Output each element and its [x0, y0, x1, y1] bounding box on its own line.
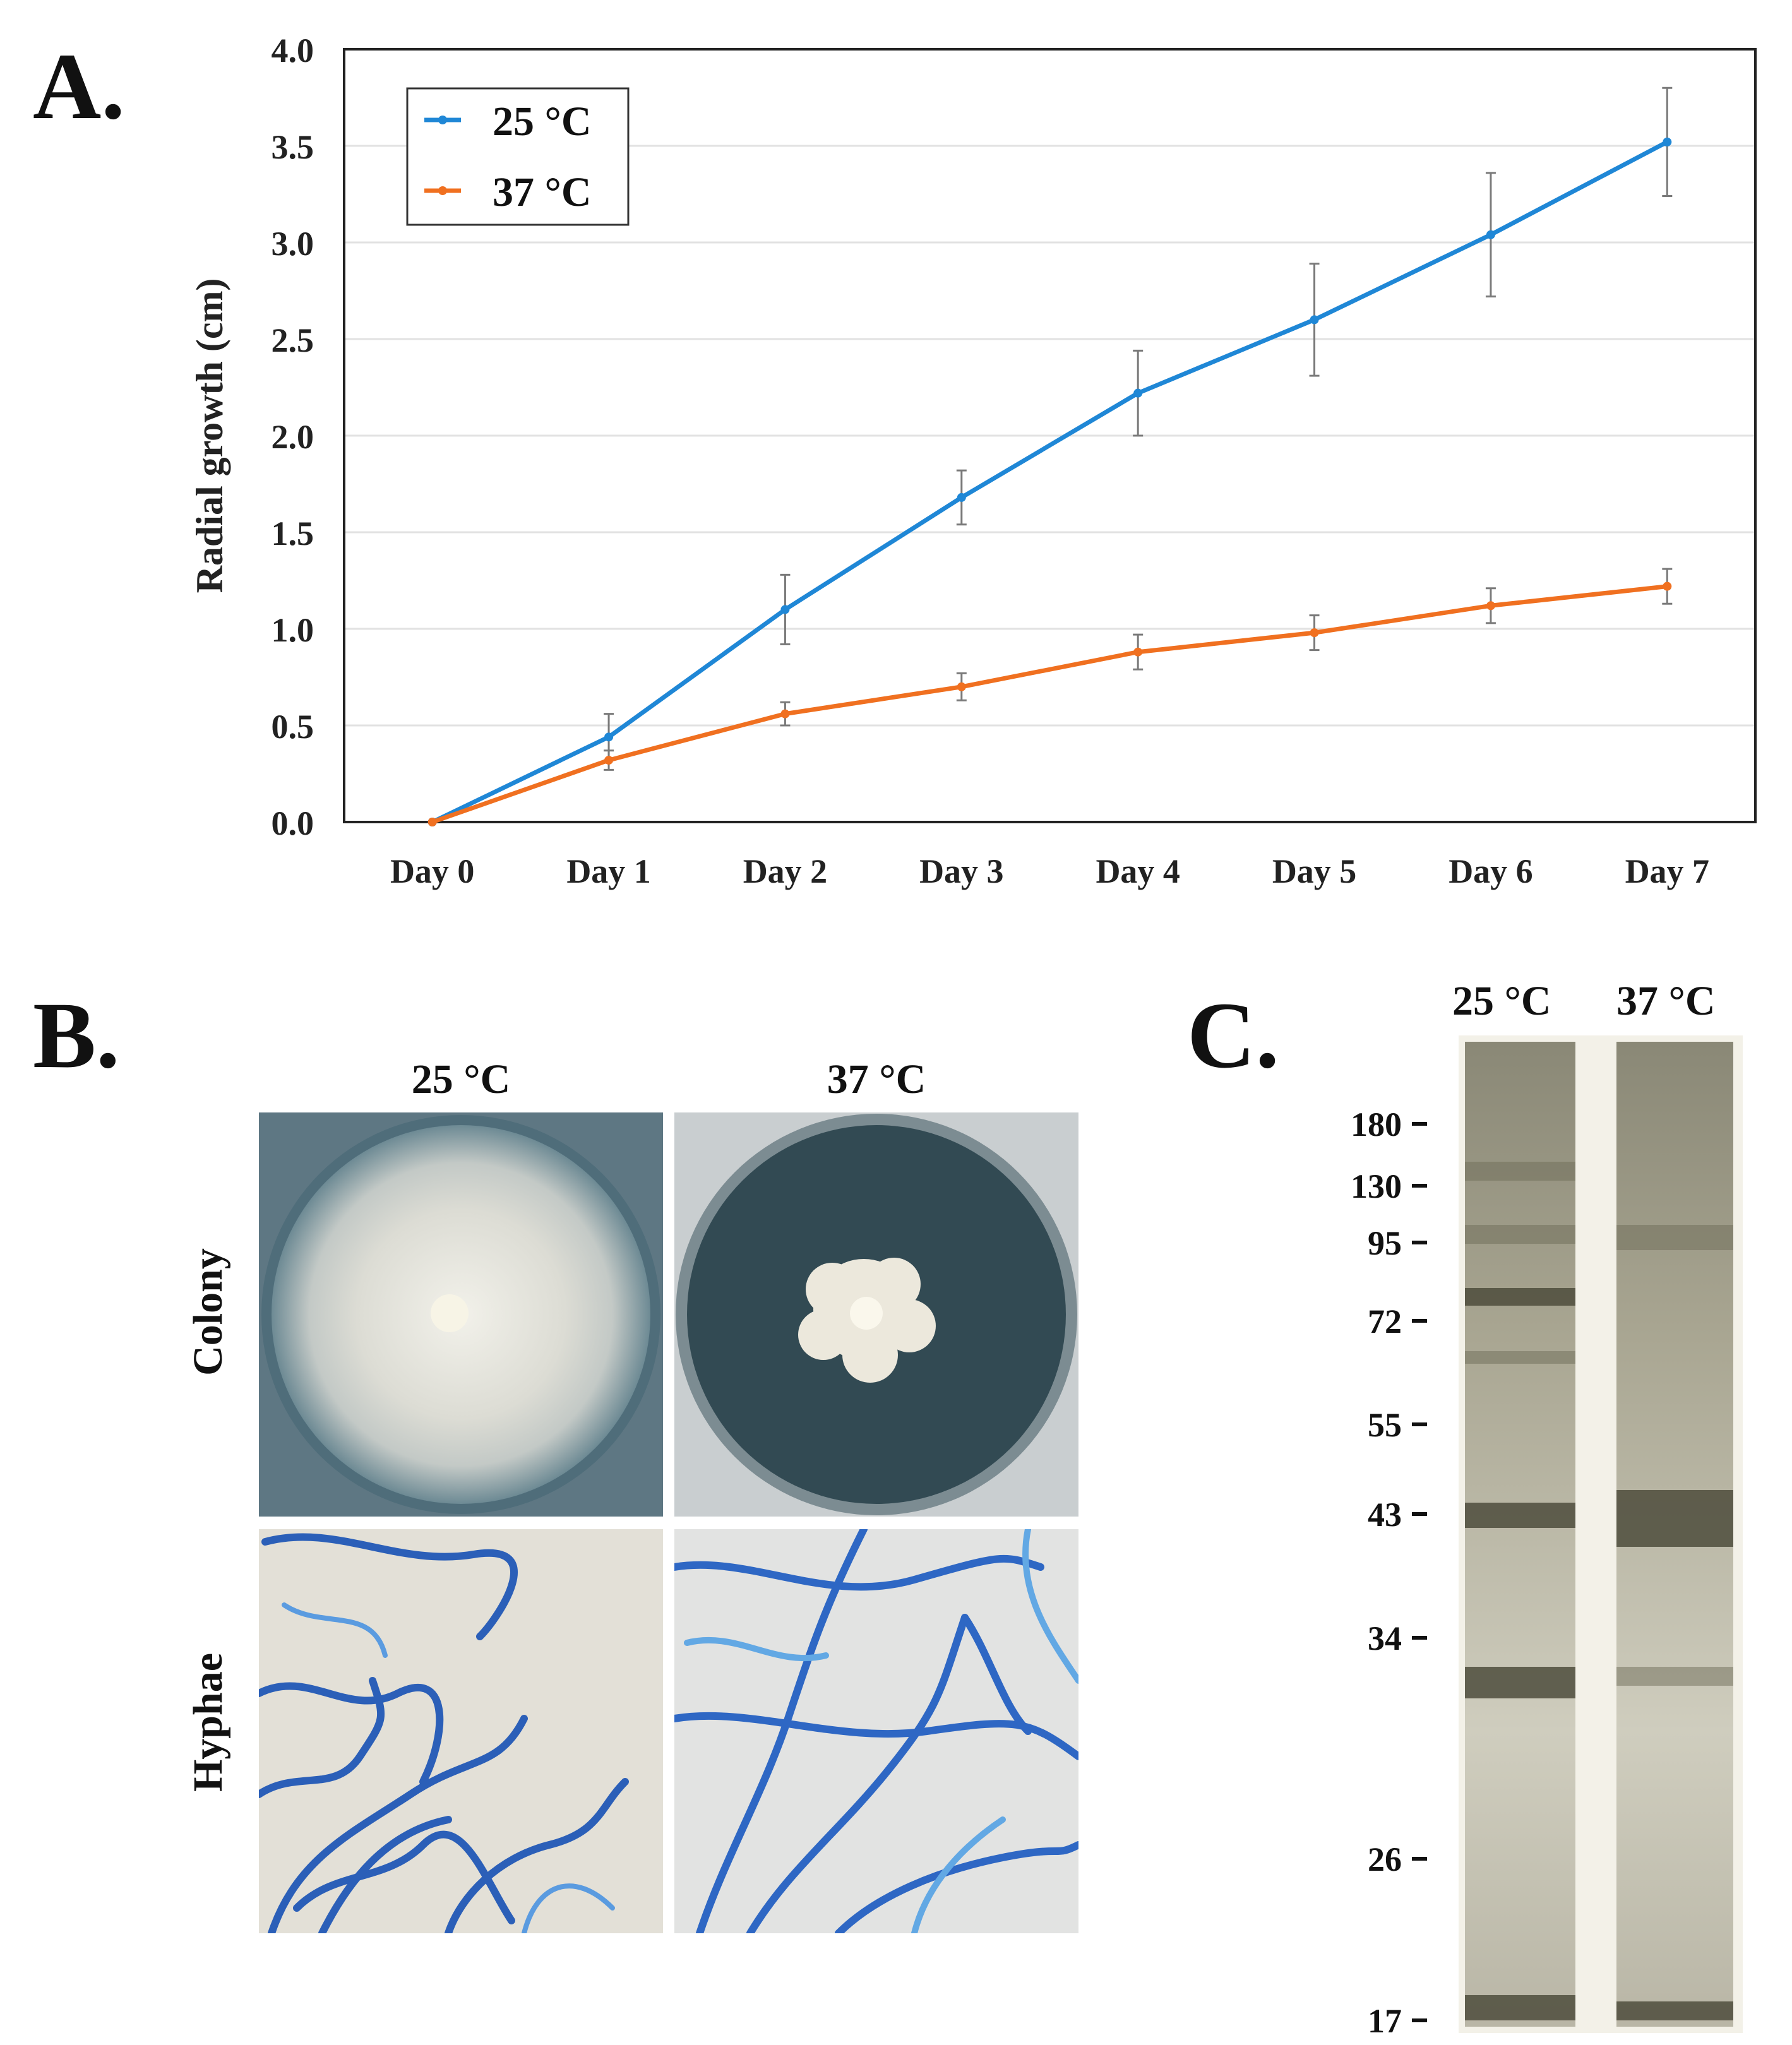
x-tick-label: Day 6 — [1449, 852, 1533, 890]
data-point — [780, 709, 790, 718]
mw-marker-label: 26 — [1368, 1840, 1402, 1878]
y-tick-label: 2.5 — [272, 321, 314, 359]
gel-image — [1459, 1035, 1743, 2033]
x-tick-label: Day 2 — [743, 852, 828, 890]
mw-marker-label: 17 — [1368, 2002, 1402, 2040]
data-point — [780, 605, 790, 614]
x-tick-label: Day 0 — [390, 852, 475, 890]
y-tick-label: 3.5 — [272, 128, 314, 166]
x-tick-label: Day 1 — [566, 852, 651, 890]
mw-marker-tick — [1412, 1122, 1427, 1126]
data-point — [1663, 581, 1672, 591]
mw-marker-label: 130 — [1351, 1167, 1402, 1205]
data-point — [1310, 315, 1319, 325]
x-tick-label: Day 7 — [1625, 852, 1710, 890]
data-point — [604, 756, 614, 765]
data-point — [957, 492, 966, 502]
mw-marker-tick — [1412, 1319, 1427, 1323]
x-tick-label: Day 4 — [1096, 852, 1180, 890]
mw-marker-tick — [1412, 1857, 1427, 1861]
column-label-25c: 25 °C — [411, 1056, 511, 1102]
y-tick-label: 4.0 — [272, 32, 314, 69]
mw-marker-tick — [1412, 2018, 1427, 2022]
legend-label: 25 °C — [493, 98, 592, 145]
lane-label-37c: 37 °C — [1616, 978, 1716, 1024]
mw-marker-label: 72 — [1368, 1303, 1402, 1340]
y-tick-label: 2.0 — [272, 418, 314, 456]
x-tick-label: Day 5 — [1272, 852, 1357, 890]
series-line-25c — [431, 140, 1668, 825]
y-tick-label: 1.5 — [272, 515, 314, 552]
legend-swatch-marker — [438, 186, 447, 195]
data-point — [1310, 628, 1319, 638]
mw-marker-tick — [1412, 1241, 1427, 1244]
plot-frame — [343, 48, 1757, 823]
row-label-hyphae: Hyphae — [185, 1652, 231, 1792]
data-point — [427, 818, 437, 826]
radial-growth-chart: 0.0 0.5 1.0 1.5 2.0 2.5 3.0 3.5 4.0 Day 0 Day 1 Day… — [189, 32, 1757, 890]
x-tick-label: Day 3 — [919, 852, 1004, 890]
hyphae-25c-micrograph — [259, 1529, 663, 1933]
data-point — [957, 682, 966, 691]
hyphae-37c-micrograph — [674, 1529, 1078, 1933]
lane-label-25c: 25 °C — [1452, 978, 1551, 1024]
mw-marker-label: 180 — [1351, 1106, 1402, 1143]
colony-25c-photo — [259, 1112, 663, 1517]
y-tick-label: 0.0 — [272, 804, 314, 842]
colony-37c-photo — [674, 1112, 1078, 1517]
mw-marker-tick — [1412, 1512, 1427, 1516]
y-tick-label: 1.0 — [272, 611, 314, 649]
data-point — [1486, 230, 1495, 239]
mw-marker-label: 43 — [1368, 1496, 1402, 1534]
legend-box — [406, 87, 630, 226]
mw-marker-label: 34 — [1368, 1619, 1402, 1657]
column-label-37c: 37 °C — [827, 1056, 926, 1102]
y-tick-label: 3.0 — [272, 225, 314, 263]
mw-marker-tick — [1412, 1636, 1427, 1640]
y-tick-label: 0.5 — [272, 708, 314, 746]
panel-b-label: B. — [33, 983, 120, 1088]
data-point — [1486, 601, 1495, 611]
row-label-colony: Colony — [185, 1248, 231, 1376]
legend-swatch-marker — [438, 116, 447, 124]
data-point — [1663, 137, 1672, 146]
mw-marker-tick — [1412, 1422, 1427, 1426]
mw-marker-label: 95 — [1368, 1224, 1402, 1262]
panel-c-label: C. — [1187, 983, 1279, 1088]
mw-marker-tick — [1412, 1184, 1427, 1188]
y-axis-label: Radial growth (cm) — [189, 278, 230, 593]
mw-marker-label: 55 — [1368, 1406, 1402, 1444]
data-point — [604, 732, 614, 742]
data-point — [1133, 647, 1143, 657]
data-point — [1133, 388, 1143, 398]
series-line-37c — [431, 584, 1668, 825]
panel-a-label: A. — [33, 34, 125, 139]
legend-label: 37 °C — [493, 169, 592, 215]
